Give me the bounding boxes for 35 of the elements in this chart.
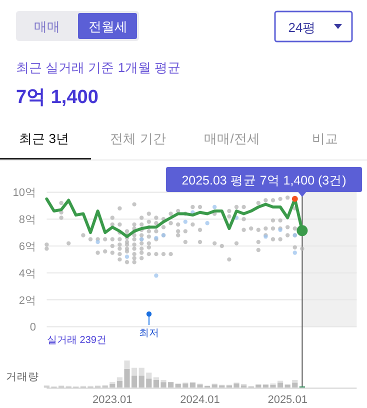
text: 24평 (288, 20, 316, 35)
text: 7억 1,400 (16, 87, 98, 108)
point (212, 204, 217, 210)
point (96, 240, 100, 244)
point (296, 225, 308, 236)
text: 최근 3년 (19, 131, 69, 146)
text: 전체 기간 (110, 131, 166, 146)
y-axis-title: 거래량 (6, 371, 39, 383)
text: 매매/전세 (204, 131, 260, 146)
text: 최저 (139, 328, 159, 339)
bar (160, 380, 166, 382)
y-tick-label: 2억 (18, 294, 36, 307)
bar (116, 377, 122, 381)
x-tick-label: 2023.01 (92, 394, 132, 406)
text: 최근 실거래 기준 1개월 평균 (16, 60, 181, 75)
text: 전월세 (88, 19, 128, 34)
x-tick-label: 2025.01 (268, 394, 308, 406)
text: 2025.03 평균 7억 1,400 (3건) (182, 174, 346, 188)
y-tick-label: 6억 (18, 241, 36, 253)
point (154, 273, 158, 278)
y-tick-label: 8억 (18, 214, 36, 226)
text: 매매 (34, 19, 60, 34)
x-tick-label: 2024.01 (180, 394, 220, 406)
bar (292, 380, 298, 383)
y-tick-label: 10억 (12, 187, 36, 200)
point (124, 254, 130, 259)
text: 실거래 239건 (47, 335, 106, 346)
y-tick-label: 0 (30, 322, 36, 334)
point (292, 250, 297, 255)
point (205, 221, 210, 226)
point (183, 220, 188, 224)
bar (153, 377, 159, 380)
point (292, 196, 298, 202)
y-tick-label: 4억 (18, 268, 36, 280)
text: 비교 (312, 131, 338, 146)
